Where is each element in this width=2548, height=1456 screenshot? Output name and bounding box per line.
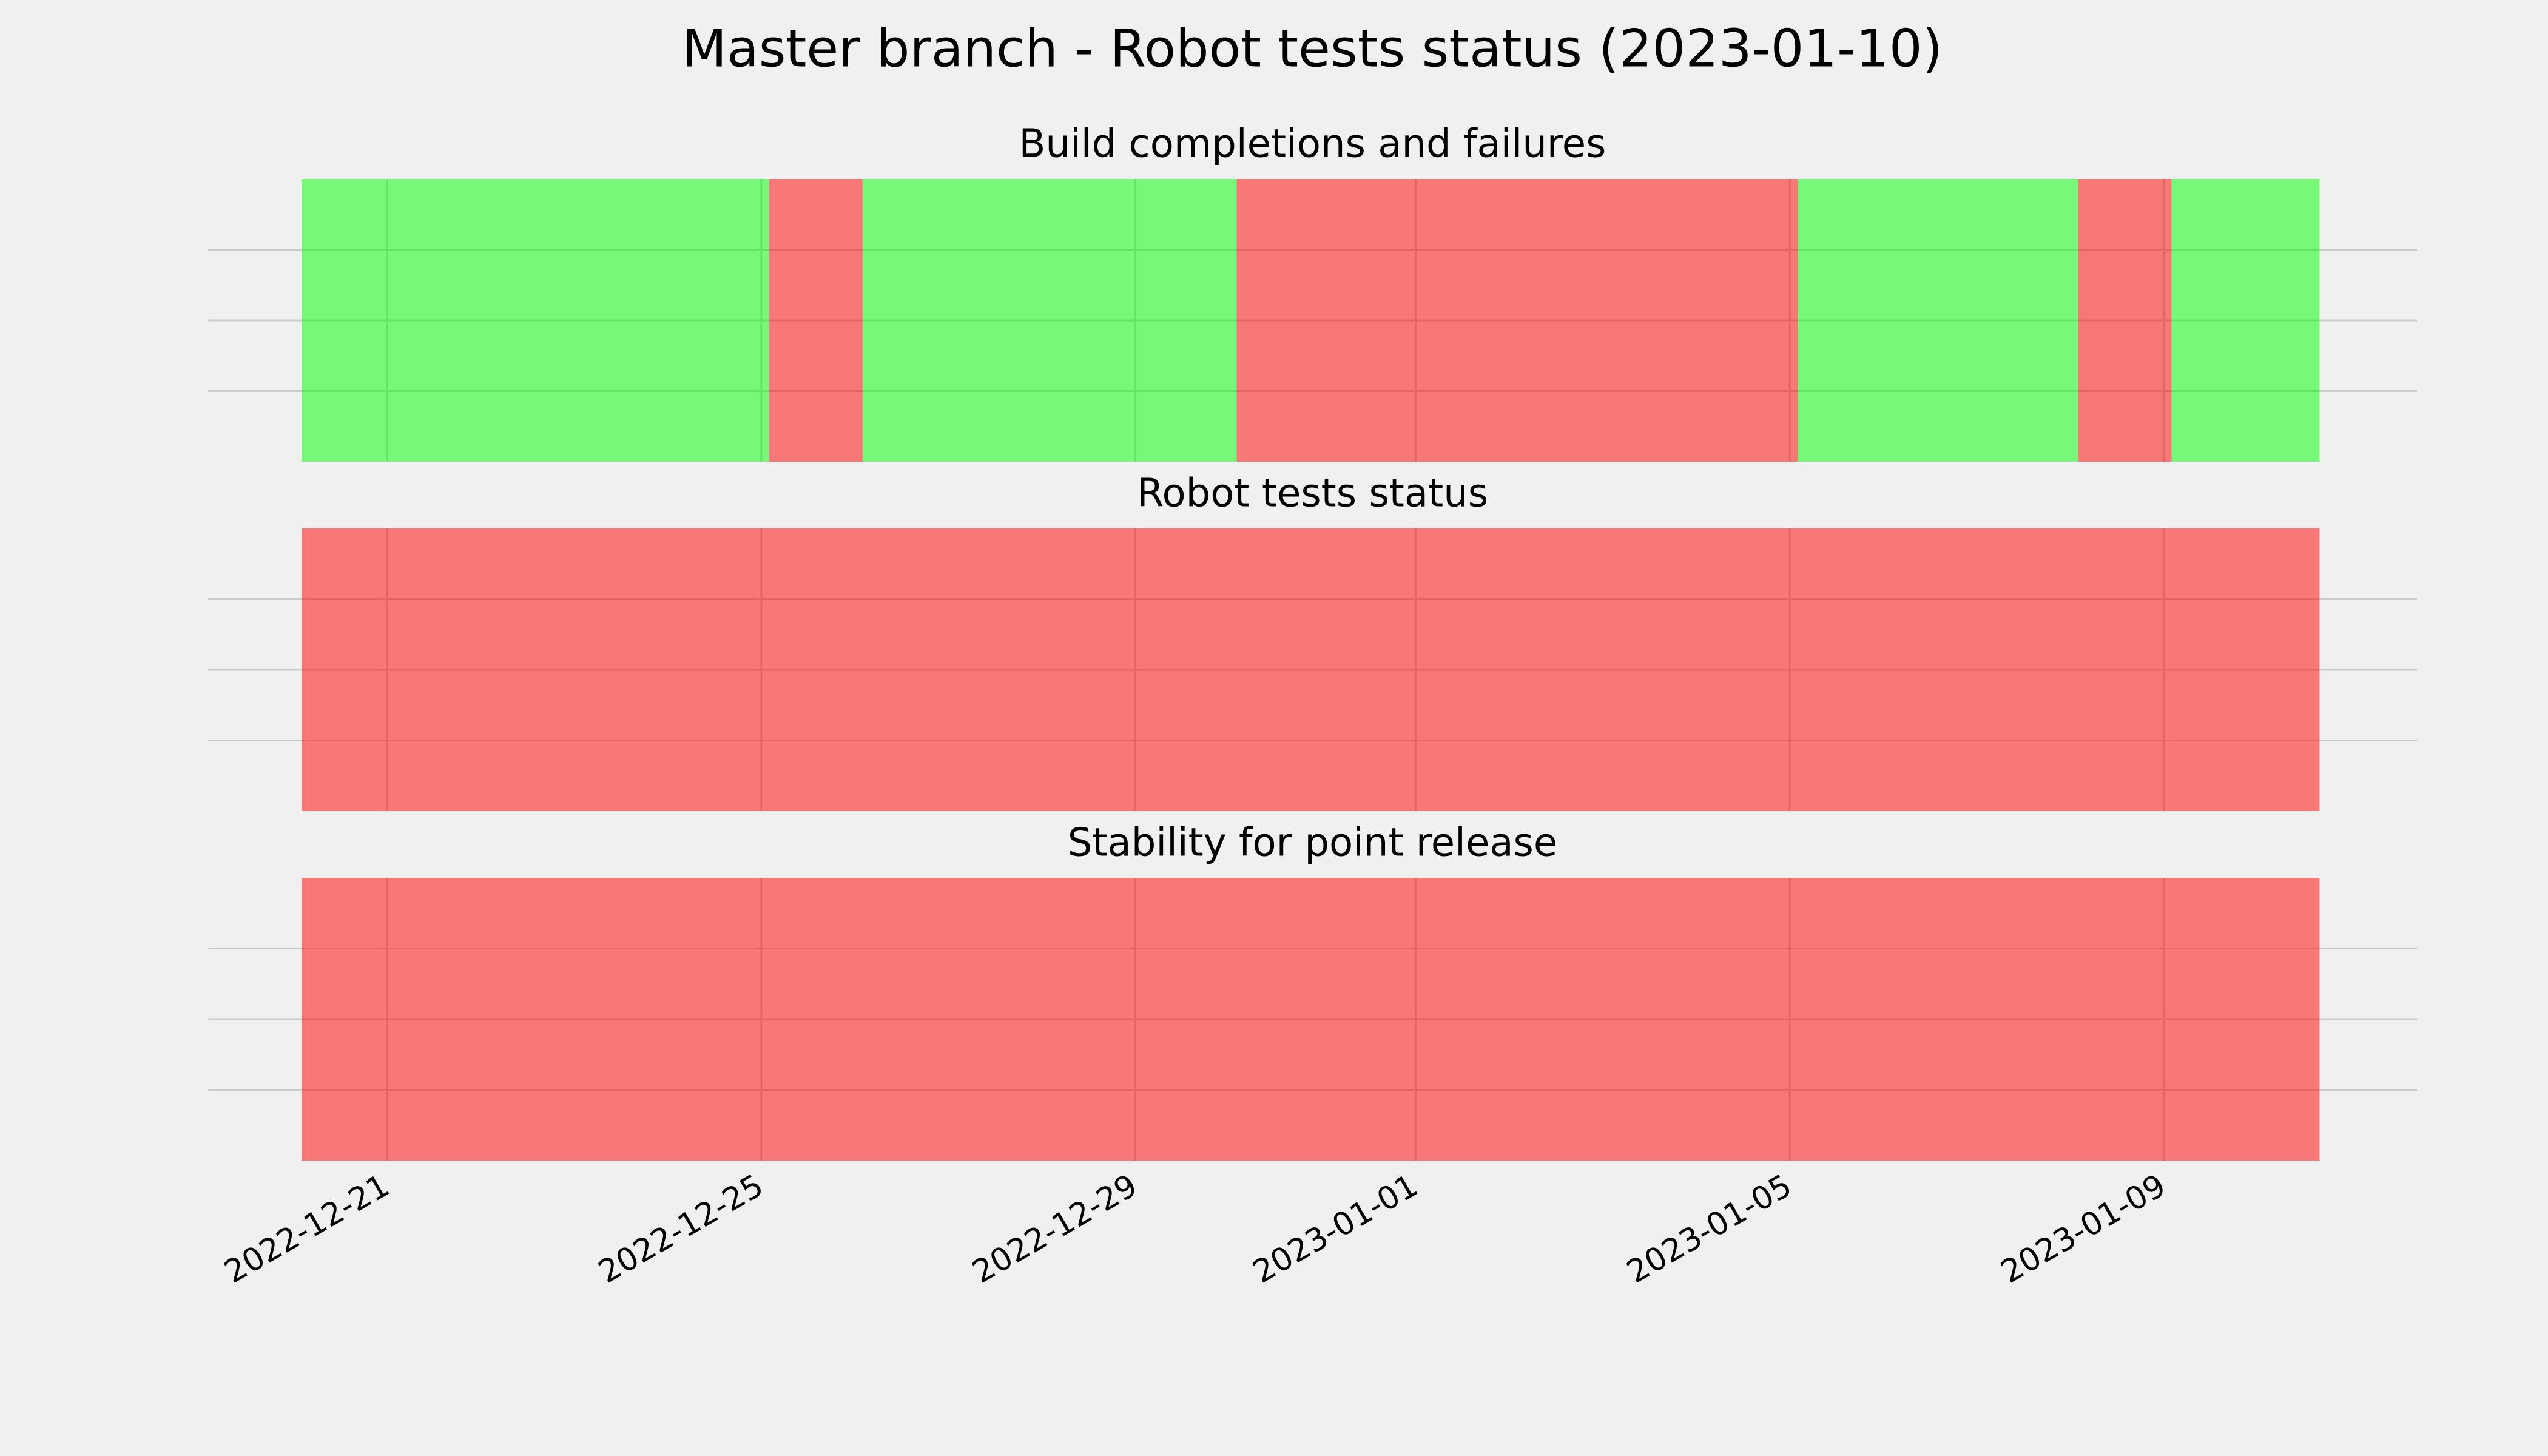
panel-title: Build completions and failures	[1019, 122, 1606, 167]
status-span	[769, 179, 863, 462]
status-span	[1797, 179, 2078, 462]
status-span	[2171, 179, 2320, 462]
panel-title: Robot tests status	[1137, 471, 1488, 516]
status-span	[862, 179, 1237, 462]
status-span	[302, 878, 2320, 1161]
figure-title: Master branch - Robot tests status (2023…	[682, 18, 1943, 79]
status-span	[302, 528, 2320, 811]
status-span	[2078, 179, 2172, 462]
status-span	[302, 179, 769, 462]
status-span	[1236, 179, 1798, 462]
panel-title: Stability for point release	[1068, 821, 1558, 866]
